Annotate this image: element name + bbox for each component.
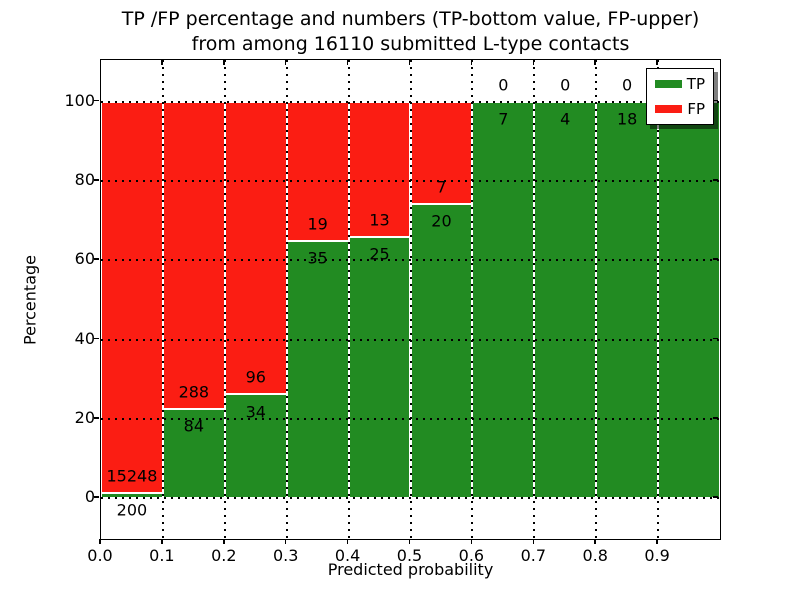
bar-value-tp: 200	[116, 500, 148, 520]
x-tick-top	[470, 60, 473, 65]
y-tick	[94, 417, 99, 419]
grid-line-v	[409, 60, 412, 539]
bar-value-tp: 18	[616, 109, 638, 129]
legend-swatch-fp-icon	[655, 105, 682, 113]
grid-line-v	[223, 60, 226, 539]
x-tick-label: 0.6	[458, 546, 485, 565]
bar-segment-tp	[410, 204, 473, 499]
bar-segment-fp	[224, 101, 287, 395]
y-tick	[94, 258, 99, 260]
legend-entry-fp: FP	[655, 100, 705, 118]
x-tick-label: 0.5	[396, 546, 423, 565]
bar-segment-tp	[596, 101, 659, 499]
y-tick-label: 40	[74, 328, 95, 348]
grid-line-v	[161, 60, 164, 539]
bar-segment-fp	[101, 101, 163, 493]
y-tick-right	[713, 337, 718, 340]
y-tick-right	[713, 417, 718, 419]
y-tick	[94, 496, 99, 498]
bar-value-tp: 84	[183, 416, 205, 436]
x-tick	[346, 539, 349, 544]
chart-title-line1: TP /FP percentage and numbers (TP-bottom…	[121, 8, 700, 30]
x-axis-label: Predicted probability	[327, 560, 494, 579]
x-tick	[223, 539, 225, 544]
y-tick-label: 60	[74, 249, 95, 269]
x-tick	[656, 539, 658, 544]
legend-label-tp: TP	[686, 75, 705, 93]
chart-title-line2: from among 16110 submitted L-type contac…	[191, 33, 630, 55]
bar-value-fp: 0	[622, 75, 633, 95]
bar-value-fp: 7	[436, 177, 447, 197]
grid-line-v	[657, 60, 660, 539]
grid-line-v	[595, 60, 598, 539]
legend: TP FP	[646, 68, 714, 125]
x-tick-label: 0.0	[87, 546, 113, 565]
x-tick	[532, 539, 535, 544]
bar-segment-tp	[658, 101, 720, 499]
grid-line-v	[533, 60, 536, 539]
x-tick	[594, 539, 596, 544]
plot-area: 20015248842883496351925132077040180120	[100, 59, 721, 540]
y-tick	[94, 99, 99, 102]
y-tick-right	[713, 99, 718, 102]
bar-segment-tp	[286, 241, 349, 499]
y-tick-label: 0	[84, 487, 95, 507]
bar-value-fp: 0	[560, 75, 571, 95]
y-tick-label: 20	[74, 407, 95, 427]
bar-value-fp: 19	[307, 214, 328, 234]
x-tick-label: 0.3	[272, 546, 299, 565]
x-tick	[408, 539, 411, 544]
bar-value-tp: 34	[245, 402, 266, 421]
bar-value-tp: 4	[560, 109, 571, 129]
x-tick-label: 0.4	[334, 546, 361, 565]
x-tick-top	[532, 60, 535, 65]
bar-value-fp: 15248	[106, 466, 158, 486]
x-tick-label: 0.8	[582, 546, 608, 565]
bar-value-tp: 7	[498, 109, 509, 129]
grid-line-v	[347, 60, 350, 539]
x-tick-top	[346, 60, 349, 65]
x-tick	[99, 539, 101, 544]
x-tick-top	[594, 60, 596, 65]
bar-value-tp: 35	[307, 248, 328, 268]
x-tick	[284, 539, 287, 544]
y-tick	[94, 179, 99, 181]
y-tick-label: 100	[64, 90, 95, 110]
y-tick-right	[713, 179, 718, 181]
x-tick-label: 0.1	[149, 546, 175, 565]
x-tick	[161, 539, 163, 544]
bar-value-fp: 96	[245, 367, 266, 387]
x-tick-label: 0.9	[644, 546, 670, 565]
x-tick-top	[223, 60, 225, 65]
y-tick-label: 80	[74, 169, 95, 189]
bar-value-tp: 25	[369, 244, 390, 264]
bar-value-fp: 13	[369, 210, 390, 230]
x-tick	[470, 539, 473, 544]
y-tick-right	[713, 258, 718, 260]
x-tick-top	[161, 60, 163, 65]
y-tick-right	[713, 496, 718, 498]
x-tick-top	[284, 60, 287, 65]
bar-segment-tp	[534, 101, 597, 499]
grid-line-v	[285, 60, 288, 539]
x-tick-top	[408, 60, 411, 65]
x-tick-label: 0.2	[211, 546, 237, 565]
bar-segment-tp	[348, 237, 411, 499]
chart-title: TP /FP percentage and numbers (TP-bottom…	[100, 7, 721, 57]
y-axis-label: Percentage	[20, 254, 40, 346]
x-tick-top	[656, 60, 658, 65]
bar-segment-fp	[162, 101, 225, 409]
bar-value-fp: 0	[498, 75, 509, 95]
bar-value-fp: 288	[178, 382, 210, 402]
legend-swatch-tp-icon	[655, 80, 682, 88]
x-tick-label: 0.7	[520, 546, 547, 565]
y-tick	[94, 337, 99, 340]
bar-value-tp: 20	[431, 211, 452, 231]
grid-line-v	[471, 60, 474, 539]
legend-label-fp: FP	[687, 100, 705, 118]
bar-segment-tp	[472, 101, 535, 499]
legend-entry-tp: TP	[655, 75, 705, 93]
